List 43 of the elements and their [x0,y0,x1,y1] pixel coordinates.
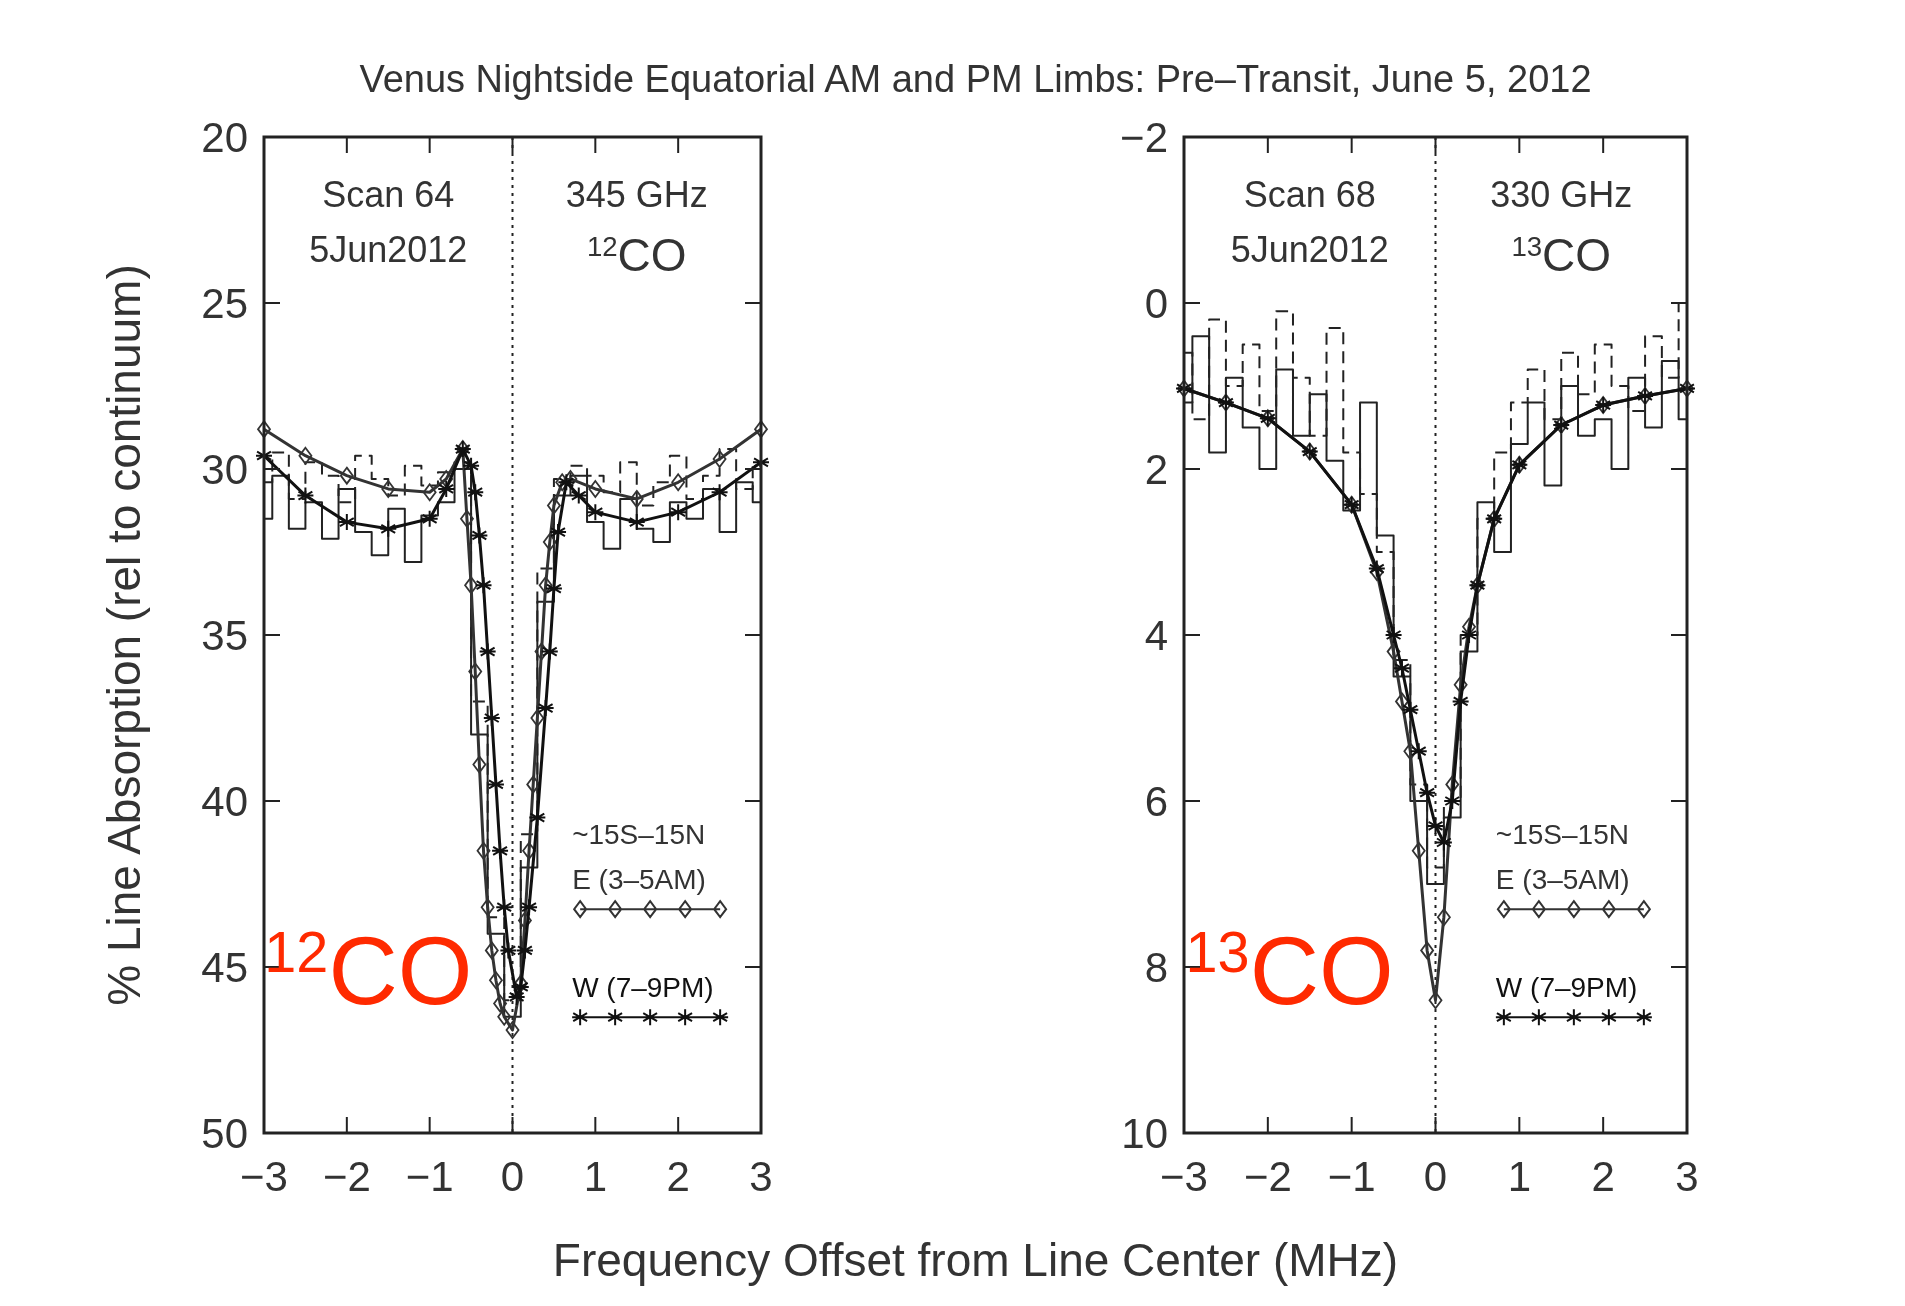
y-tick-label: 0 [1144,279,1168,327]
annotation: $^{13}$CO [1511,229,1612,282]
annotation: $^{12}$CO [586,229,687,282]
annotation: 330 GHz [1490,173,1633,215]
text: Venus Nightside Equatorial AM and PM Limbs: Pre–Transit, June 5, 2012 [359,58,1592,100]
annotation: Scan 64 [322,173,455,215]
x-tick-label: 2 [1591,1153,1615,1200]
x-axis-title: Frequency Offset from Line Center (MHz) [552,1234,1399,1286]
series-label: E (3–5AM) [1495,864,1630,896]
x-tick-label: −2 [322,1153,371,1200]
x-tick-label: 2 [666,1153,690,1200]
annotation: 345 GHz [565,173,708,215]
y-axis-title: % Line Absorption (rel to continuum) [98,264,150,1006]
x-tick-label: −1 [405,1153,454,1200]
annotation: $^{12}$CO [264,916,473,1024]
text: W (7–9PM) [1495,972,1638,1004]
annotation: $^{13}$CO [1185,916,1394,1024]
legend-title: ~15S–15N [572,819,706,851]
y-tick-label: 30 [201,445,248,493]
series-label: W (7–9PM) [572,972,714,1004]
x-tick-label: 0 [1423,1153,1448,1200]
x-tick-label: −1 [1327,1153,1376,1200]
x-tick-label: 1 [583,1153,608,1200]
annotation: 5Jun2012 [309,228,468,270]
x-tick-label: 0 [500,1153,525,1200]
x-tick-label: −2 [1243,1153,1292,1200]
series-label: E (3–5AM) [572,864,706,896]
y-tick-label: 8 [1144,943,1168,991]
legend-title: ~15S–15N [1495,819,1629,851]
x-tick-label: 3 [1675,1153,1699,1200]
annotation: 5Jun2012 [1230,228,1389,270]
y-tick-label: −2 [1120,113,1168,161]
x-tick-label: 3 [749,1153,773,1200]
annotation: Scan 68 [1243,173,1376,215]
y-tick-label: 25 [201,279,248,327]
x-tick-label: 1 [1507,1153,1532,1200]
y-tick-label: 35 [201,611,248,659]
y-tick-label: 40 [201,777,248,825]
y-tick-label: 2 [1144,445,1168,493]
y-tick-label: 45 [201,943,248,991]
y-tick-label: 6 [1144,777,1168,825]
y-tick-label: 20 [201,113,248,161]
y-tick-label: 4 [1144,611,1168,659]
